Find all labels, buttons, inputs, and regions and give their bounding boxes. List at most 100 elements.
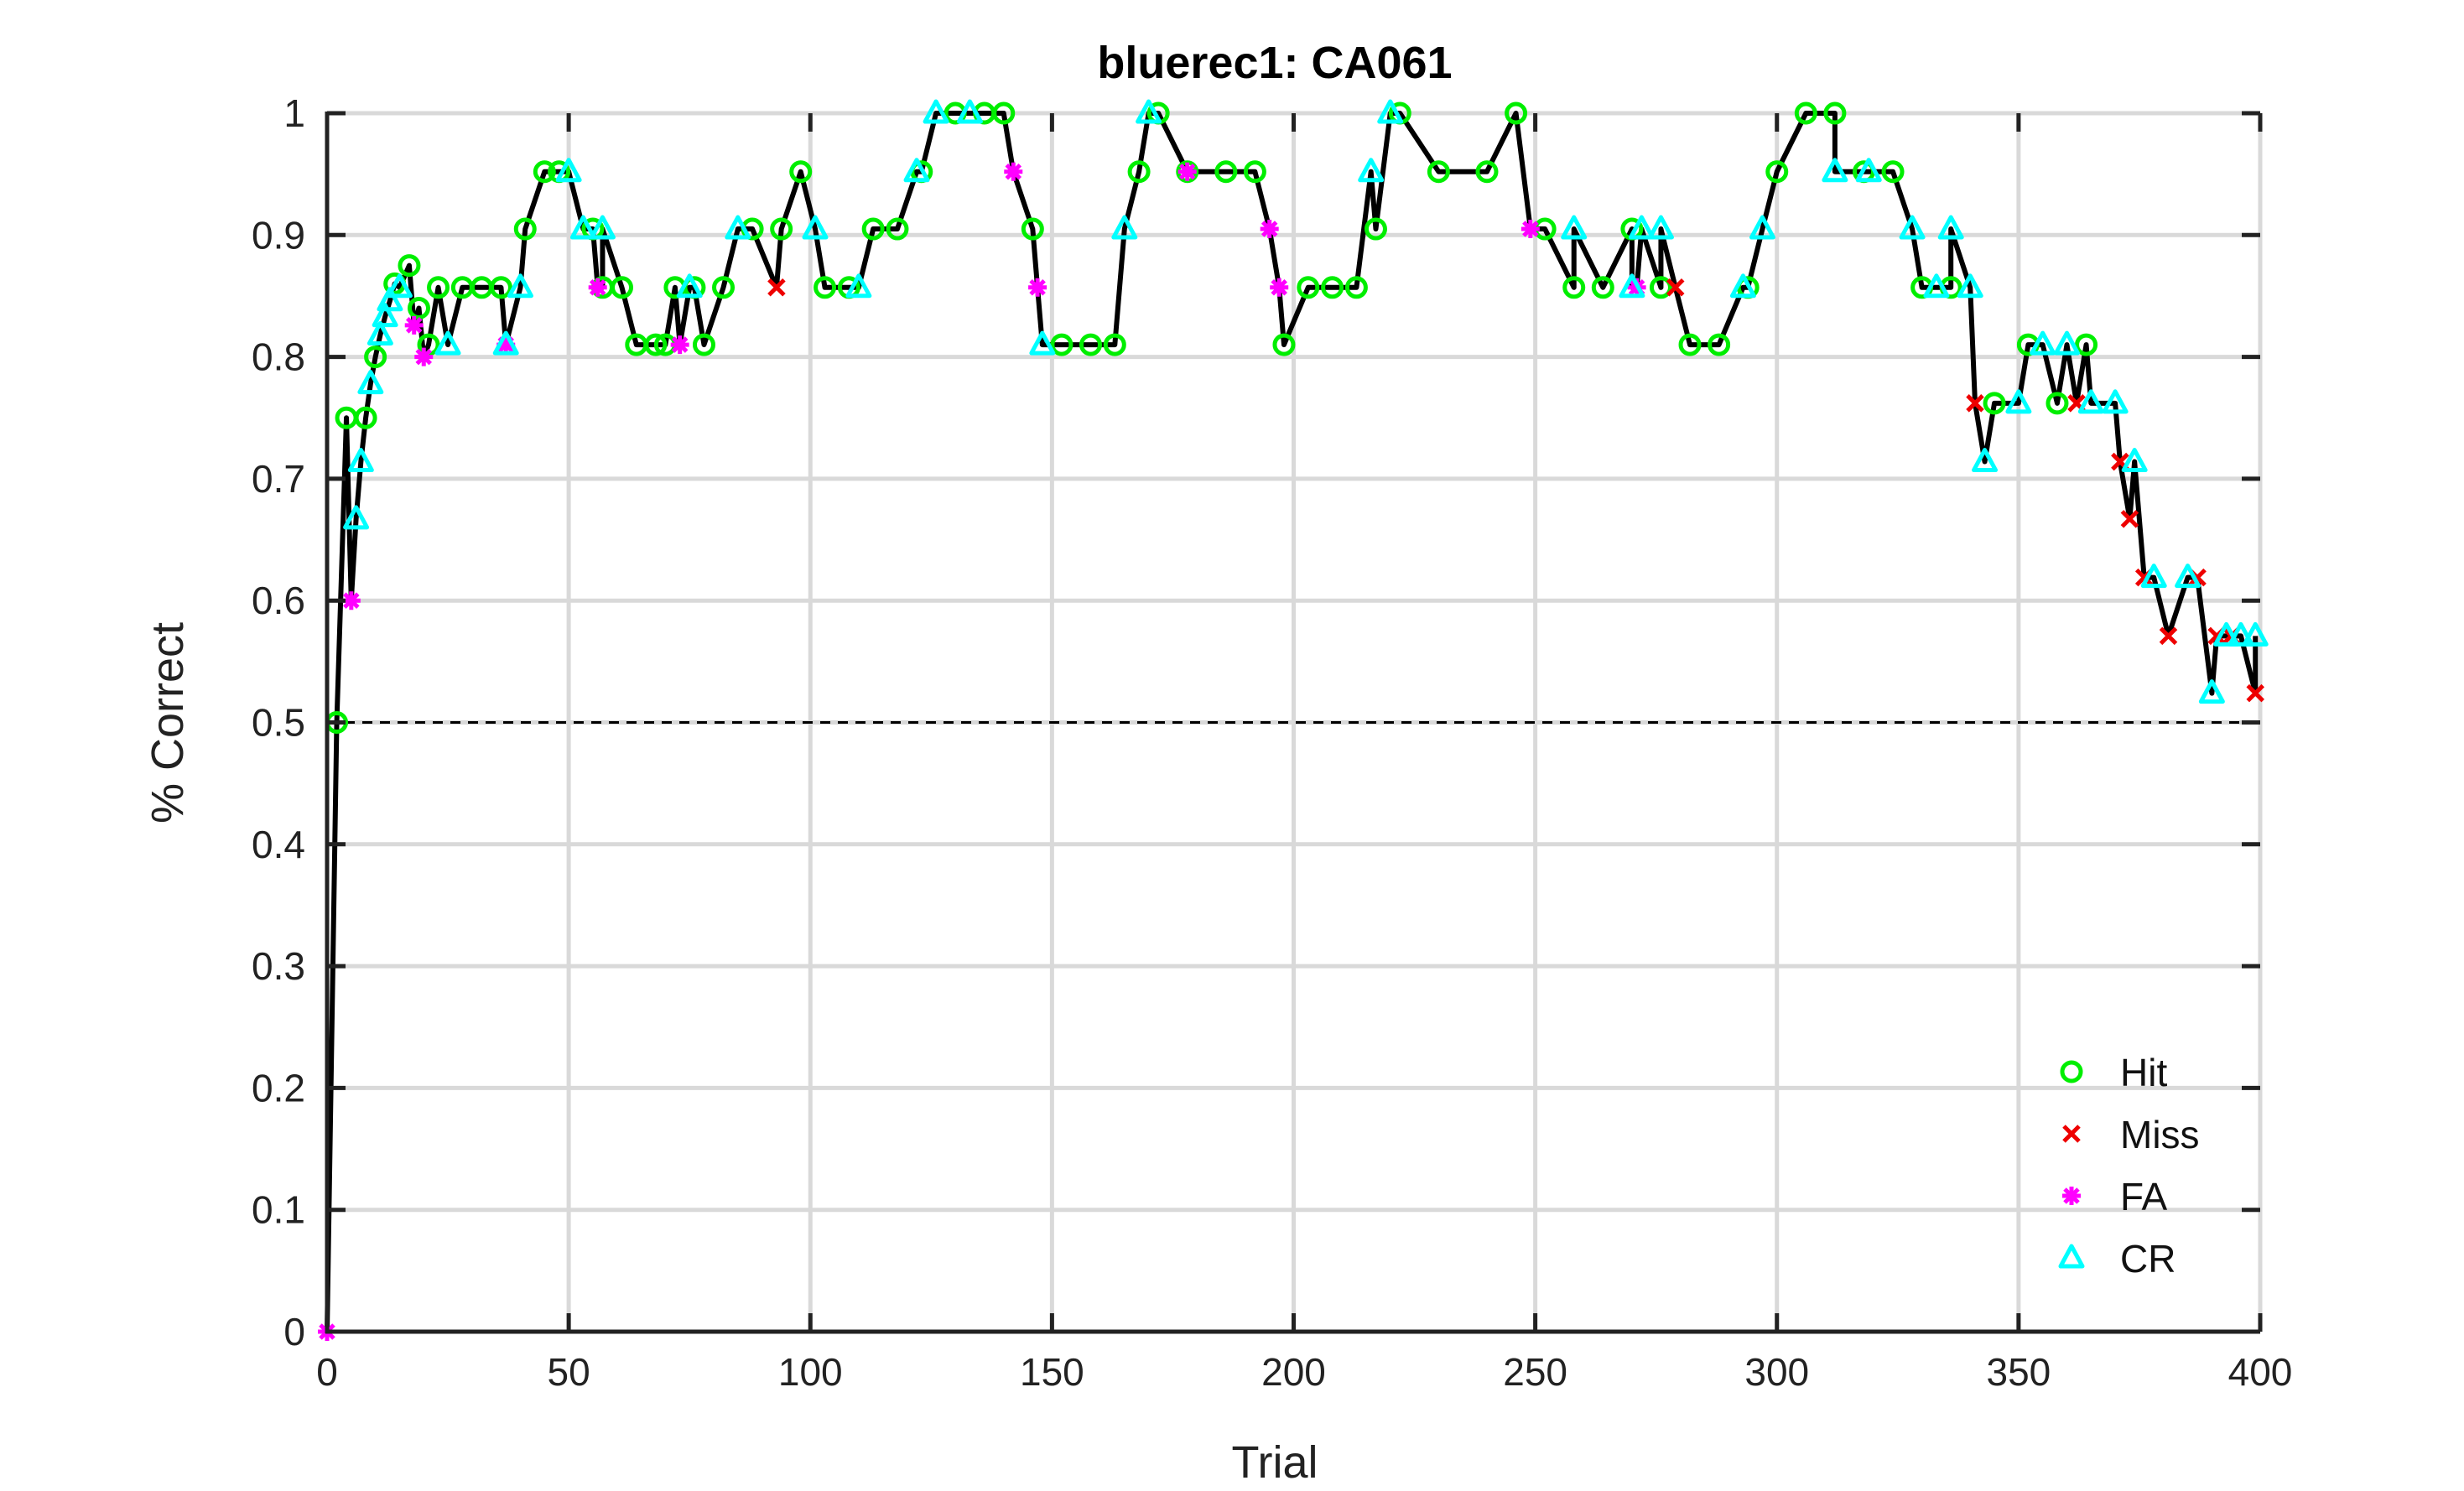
data-point-cr (2054, 330, 2080, 356)
data-point-cr (2198, 679, 2225, 704)
legend-marker-hit (2060, 1060, 2083, 1083)
data-point-miss (2159, 626, 2178, 646)
data-point-cr (956, 99, 983, 124)
data-point-hit (789, 160, 813, 184)
y-tick-label: 0.4 (252, 823, 305, 866)
data-point-cr (1377, 99, 1404, 124)
data-point-cr (1136, 99, 1162, 124)
legend-marker-cr (2058, 1244, 2085, 1269)
data-point-hit (1765, 160, 1789, 184)
data-point-miss (767, 278, 786, 297)
data-point-hit (427, 276, 450, 299)
data-point-hit (1562, 276, 1586, 299)
data-point-hit (398, 254, 421, 278)
data-point-fa (1270, 278, 1289, 297)
data-point-cr (1647, 215, 1674, 240)
data-point-hit (1127, 160, 1151, 184)
data-point-hit (814, 276, 837, 299)
legend-marker-fa (2062, 1187, 2081, 1205)
data-point-cr (903, 158, 930, 183)
data-point-cr (1561, 215, 1588, 240)
performance-line (325, 111, 2259, 1333)
data-point-miss (2246, 683, 2265, 703)
data-point-hit (770, 217, 793, 241)
data-point-cr (1923, 273, 1950, 299)
data-point-hit (1243, 160, 1266, 184)
legend: Hit Miss FA CR (2058, 1051, 2200, 1281)
data-point-fa (414, 347, 434, 366)
data-point-hit (2046, 392, 2069, 415)
x-tick-label: 300 (1744, 1350, 1809, 1394)
legend-label: CR (2120, 1237, 2175, 1281)
data-point-cr (343, 505, 370, 530)
data-point-cr (589, 215, 616, 240)
data-point-miss (2120, 510, 2139, 528)
x-tick-label: 400 (2228, 1350, 2293, 1394)
data-point-hit (1344, 276, 1368, 299)
data-point-cr (2005, 389, 2032, 414)
data-point-hit (1794, 101, 1817, 125)
legend-label: FA (2120, 1175, 2168, 1218)
x-tick-label: 350 (1987, 1350, 2051, 1394)
legend-label: Miss (2120, 1113, 2200, 1156)
data-point-cr (1899, 215, 1926, 240)
data-point-hit (1505, 101, 1528, 125)
data-point-cr (1957, 273, 1983, 299)
data-point-miss (1666, 278, 1685, 297)
data-point-cr (1937, 215, 1964, 240)
data-point-hit (861, 217, 885, 241)
data-point-hit (1983, 392, 2006, 415)
x-tick-label: 150 (1020, 1350, 1084, 1394)
legend-item-fa: FA (2062, 1175, 2168, 1218)
data-point-hit (354, 406, 377, 429)
x-tick-label: 250 (1503, 1350, 1567, 1394)
data-point-hit (1823, 101, 1847, 125)
data-point-cr (492, 330, 519, 356)
data-point-cr (1729, 273, 1756, 299)
data-point-cr (802, 215, 829, 240)
data-point-cr (2077, 389, 2104, 414)
data-point-fa (496, 335, 516, 355)
data-point-fa (588, 278, 607, 297)
data-point-hit (489, 276, 512, 299)
data-point-hit (992, 101, 1016, 125)
data-point-hit (364, 345, 387, 369)
data-point-hit (1021, 217, 1044, 241)
data-point-fa (1028, 278, 1047, 297)
legend-item-cr: CR (2058, 1237, 2175, 1281)
y-tick-label: 0.5 (252, 701, 305, 745)
data-point-hit (513, 217, 537, 241)
legend-label: Hit (2120, 1051, 2167, 1094)
data-markers (318, 99, 2269, 1341)
data-point-cr (1619, 273, 1645, 299)
axes (325, 111, 2263, 1334)
data-point-cr (555, 158, 582, 183)
series-miss (767, 278, 2265, 703)
data-point-cr (923, 99, 949, 124)
y-tick-label: 0.2 (252, 1066, 305, 1109)
legend-marker-miss (2062, 1125, 2081, 1143)
data-point-hit (407, 296, 430, 320)
data-point-hit (886, 217, 909, 241)
data-point-cr (2140, 564, 2167, 589)
data-point-hit (1591, 276, 1614, 299)
data-point-fa (670, 335, 689, 355)
y-tick-label: 0.9 (252, 213, 305, 257)
data-point-fa (1260, 220, 1279, 239)
data-point-cr (2121, 448, 2148, 473)
series-cr (343, 99, 2269, 704)
data-point-hit (1708, 333, 1731, 356)
data-point-hit (1321, 276, 1344, 299)
data-point-cr (357, 370, 384, 395)
data-point-fa (341, 591, 361, 610)
data-point-cr (1822, 158, 1848, 183)
data-point-hit (533, 160, 556, 184)
data-point-cr (725, 215, 751, 240)
y-tick-label: 1 (283, 91, 305, 135)
data-point-cr (1855, 158, 1882, 183)
data-point-cr (386, 273, 413, 299)
data-point-cr (676, 273, 703, 299)
data-point-cr (1358, 158, 1385, 183)
data-point-hit (712, 276, 736, 299)
